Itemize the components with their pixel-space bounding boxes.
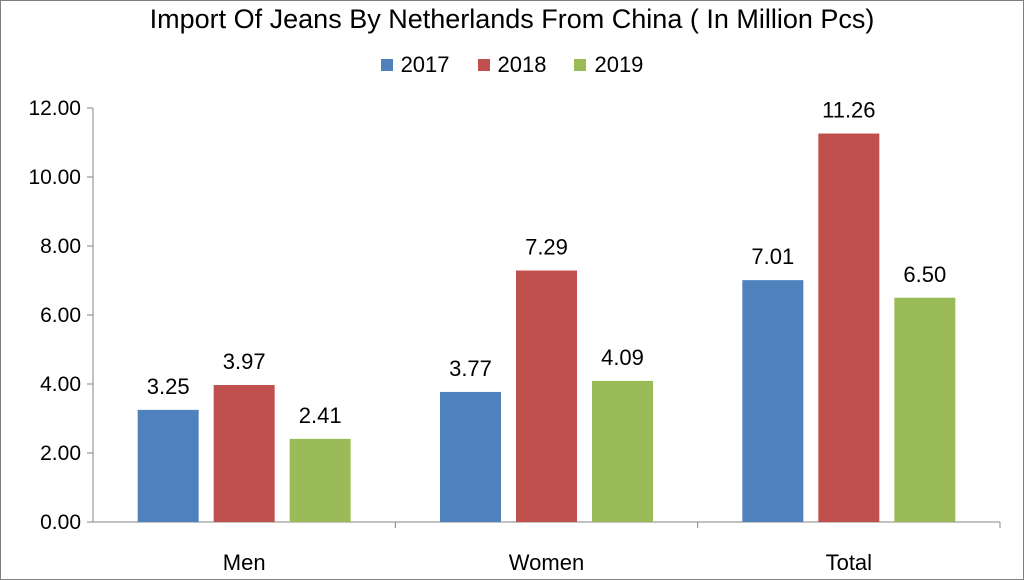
data-label: 4.09 — [601, 345, 644, 370]
y-tick-label: 4.00 — [40, 373, 81, 396]
bar-2017-men — [137, 409, 199, 522]
y-tick-label: 0.00 — [40, 511, 81, 534]
x-category-label: Total — [826, 550, 872, 575]
legend-swatch-2019 — [574, 59, 587, 71]
chart-title: Import Of Jeans By Netherlands From Chin… — [149, 4, 875, 34]
y-tick-label: 12.00 — [28, 97, 81, 120]
bar-2018-men — [213, 385, 275, 522]
legend-swatch-2017 — [380, 59, 393, 71]
legend-label-2017: 2017 — [400, 52, 450, 77]
bar-2019-men — [289, 438, 351, 522]
data-label: 6.50 — [903, 262, 946, 287]
y-tick-label: 6.00 — [40, 304, 81, 327]
data-label: 3.25 — [147, 374, 190, 399]
bar-2019-women — [592, 380, 653, 522]
x-category-label: Men — [223, 550, 266, 575]
legend-item-2017: 2017 — [380, 52, 450, 78]
x-category-label: Women — [509, 550, 584, 575]
bar-2017-women — [440, 391, 501, 522]
data-label: 2.41 — [299, 403, 342, 428]
legend-label-2018: 2018 — [497, 52, 547, 77]
data-label: 7.29 — [525, 234, 568, 259]
y-tick-label: 10.00 — [28, 166, 81, 189]
data-label: 3.97 — [223, 349, 266, 374]
bar-2019-total — [894, 297, 956, 522]
bar-2018-total — [818, 133, 880, 522]
bar-2017-total — [742, 280, 804, 522]
legend-item-2018: 2018 — [477, 52, 547, 78]
data-label: 11.26 — [822, 98, 875, 123]
data-label: 3.77 — [449, 356, 492, 381]
bar-2018-women — [516, 270, 577, 522]
data-label: 7.01 — [751, 244, 794, 269]
legend-label-2019: 2019 — [594, 52, 644, 77]
chart-legend: 2017 2018 2019 — [0, 52, 1024, 78]
y-tick-label: 2.00 — [40, 442, 81, 465]
legend-swatch-2018 — [477, 59, 490, 71]
legend-item-2019: 2019 — [574, 52, 643, 78]
y-tick-label: 8.00 — [40, 235, 81, 258]
